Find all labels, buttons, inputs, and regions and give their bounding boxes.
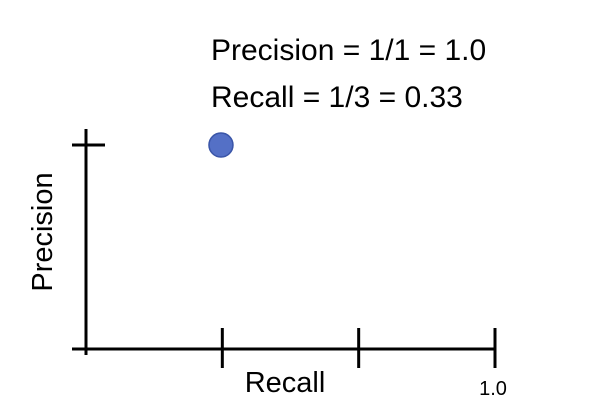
x-axis-title: Recall [245,367,326,399]
data-points [208,132,234,158]
x-ticks: 1.0 [220,328,507,400]
axes [72,129,495,355]
annotation-precision: Precision = 1/1 = 1.0 [211,34,486,67]
data-point-1 [208,132,234,158]
y-axis-title: Precision [27,172,59,291]
x-tick-label-3: 1.0 [479,378,507,400]
annotation-recall: Recall = 1/3 = 0.33 [211,81,463,114]
